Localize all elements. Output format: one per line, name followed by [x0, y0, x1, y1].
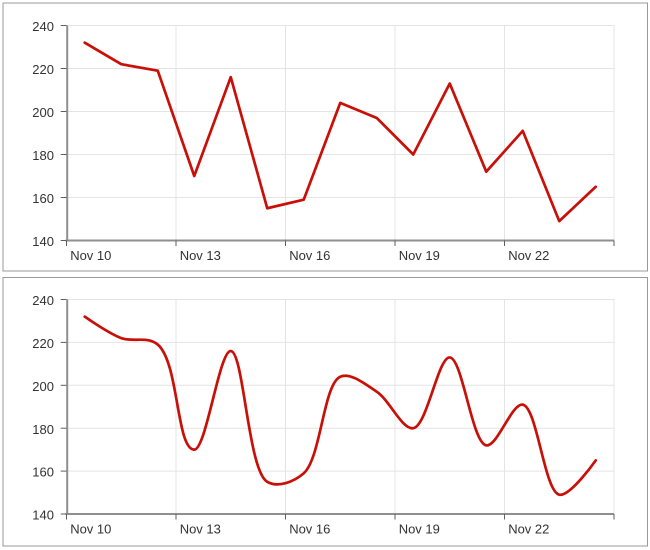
svg-text:160: 160 [32, 191, 54, 206]
svg-text:240: 240 [32, 19, 54, 34]
svg-text:160: 160 [32, 465, 54, 480]
svg-text:240: 240 [32, 293, 54, 308]
svg-text:Nov 19: Nov 19 [399, 248, 440, 263]
svg-text:180: 180 [32, 422, 54, 437]
svg-text:Nov 19: Nov 19 [399, 521, 440, 536]
svg-text:220: 220 [32, 62, 54, 77]
svg-text:Nov 13: Nov 13 [180, 248, 221, 263]
svg-text:200: 200 [32, 105, 54, 120]
svg-text:220: 220 [32, 336, 54, 351]
svg-text:Nov 22: Nov 22 [508, 248, 549, 263]
svg-text:180: 180 [32, 148, 54, 163]
svg-text:Nov 16: Nov 16 [289, 248, 330, 263]
svg-text:Nov 22: Nov 22 [508, 521, 549, 536]
svg-text:140: 140 [32, 508, 54, 523]
svg-text:Nov 13: Nov 13 [180, 521, 221, 536]
svg-text:200: 200 [32, 379, 54, 394]
svg-text:Nov 10: Nov 10 [70, 248, 111, 263]
svg-text:Nov 16: Nov 16 [289, 521, 330, 536]
svg-text:140: 140 [32, 234, 54, 249]
svg-text:Nov 10: Nov 10 [70, 521, 111, 536]
